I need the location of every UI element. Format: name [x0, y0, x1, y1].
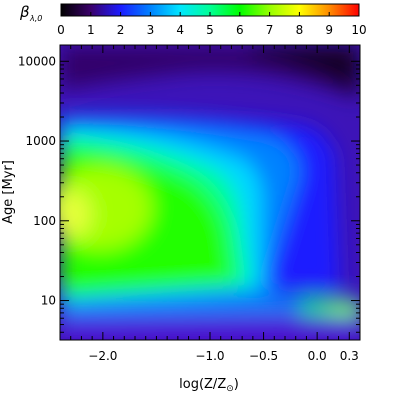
x-axis-label-subscript: ⊙ — [226, 384, 234, 394]
colorbar-tick-label: 1 — [87, 23, 95, 37]
colorbar-tick-label: 10 — [351, 23, 366, 37]
y-tick-label: 10000 — [18, 54, 56, 68]
colorbar-tick-label: 7 — [266, 23, 274, 37]
y-tick-label: 100 — [33, 214, 56, 228]
y-axis-label: Age [Myr] — [1, 160, 16, 224]
x-tick-label: −2.0 — [88, 349, 117, 363]
colorbar-tick-label: 4 — [176, 23, 184, 37]
colorbar-tick-label: 6 — [236, 23, 244, 37]
colorbar-tick-label: 8 — [296, 23, 304, 37]
colorbar-tick-label: 9 — [325, 23, 333, 37]
colorbar-tick-label: 5 — [206, 23, 214, 37]
colorbar-tick-label: 2 — [117, 23, 125, 37]
y-tick-label: 10 — [41, 294, 56, 308]
x-tick-label: −1.0 — [195, 349, 224, 363]
colorbar-symbol: β — [19, 3, 30, 21]
x-tick-label: 0.3 — [340, 349, 359, 363]
colorbar: 0 1 2 3 4 5 6 7 8 9 10 β λ,0 — [19, 3, 367, 37]
x-tick-label: −0.5 — [249, 349, 278, 363]
colorbar-tick-label: 0 — [57, 23, 65, 37]
x-axis: −2.0 −1.0 −0.5 0.0 0.3 — [59, 45, 361, 363]
y-tick-label: 1000 — [25, 134, 56, 148]
heatmap-field — [60, 45, 360, 340]
y-axis: 10 100 1000 10000 — [18, 54, 360, 333]
x-tick-label: 0.0 — [308, 349, 327, 363]
colorbar-subscript: λ,0 — [29, 14, 42, 23]
x-axis-label: log(Z/Z⊙) — [179, 377, 239, 394]
colorbar-tick-label: 3 — [147, 23, 155, 37]
